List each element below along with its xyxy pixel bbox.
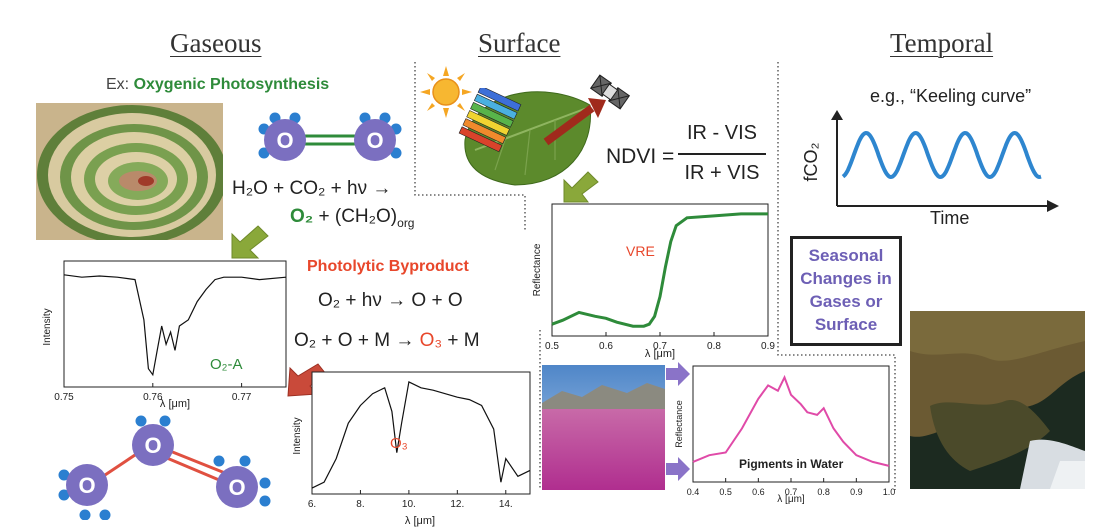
oxygen-atom-left: O [258,112,306,161]
x-tick-label: 0.4 [687,487,700,497]
x-tick-label: 0.75 [54,392,74,403]
ndvi-fraction-bar [678,153,766,155]
x-tick-label: 0.76 [143,392,163,403]
seasonal-changes-box: Seasonal Changes in Gases or Surface [790,236,902,346]
keeling-line [841,130,1042,180]
oxygen-atom-right: O [354,112,402,161]
pigments-line [692,374,890,467]
pigments-annotation: Pigments in Water [739,457,844,471]
x-tick-label: 1.0 [883,487,895,497]
x-tick-label: 0.6 [752,487,765,497]
pink-lake-photo [542,365,665,490]
o3-spectrum-chart: 6. 8. 10. 12. 14. Intensity λ [μm] O₃ [292,371,531,527]
x-tick-label: 14. [499,499,513,510]
o3-ylabel: Intensity [292,417,303,454]
x-tick-label: 8. [356,499,364,510]
o2-product: O₂ [290,206,314,227]
pigments-chart: 0.4 0.5 0.6 0.7 0.8 0.9 1.0 Reflectance λ [μm]… [674,365,895,504]
o2a-annotation: O₂-A [210,356,243,373]
x-tick-label: 0.77 [232,392,252,403]
spirulina-photo [36,103,223,240]
keeling-xlabel: Time [930,208,970,228]
atom-label: O [366,128,383,153]
x-tick-label: 12. [450,499,464,510]
vre-xlabel: λ [μm] [645,348,675,360]
o2a-line [63,274,287,377]
o2a-ylabel: Intensity [42,308,53,345]
eq2-part-a: O₂ + O + M → [294,330,420,351]
example-heading: Ex: Oxygenic Photosynthesis [106,76,329,94]
reflected-arrow-icon [543,98,606,146]
incoming-light-icon [458,88,522,153]
arrow-right-icon [666,457,690,481]
eq2-o3: O₃ [419,330,443,351]
keeling-ylabel: fCO₂ [801,142,821,181]
satellite-earth-image [910,311,1085,489]
keeling-curve-chart: fCO₂ [801,110,1059,212]
x-tick-label: 0.9 [761,341,775,352]
atom-label: O [276,128,293,153]
x-tick-label: 0.8 [707,341,721,352]
satellite-icon [589,74,631,110]
o2-molecule: O O [258,112,402,161]
photolytic-eq1: O₂ + hν → O + O [318,290,463,311]
x-tick-label: 0.5 [719,487,732,497]
o3-molecule: O O O [58,415,271,520]
reaction-line-1: H₂O + CO₂ + hν → [232,178,392,199]
x-tick-label: 0.9 [850,487,863,497]
ndvi-label: NDVI = [606,145,675,168]
x-tick-label: 10. [402,499,416,510]
reaction-rest: + (CH₂O) [313,206,398,227]
atom-label: O [228,475,245,500]
o2a-spectrum-chart: 0.75 0.76 0.77 Intensity λ [μm] O₂-A [42,260,287,410]
o3-annotation: O₃ [390,435,408,452]
x-tick-label: 0.6 [599,341,613,352]
pigments-ylabel: Reflectance [674,400,684,448]
x-tick-label: 0.8 [817,487,830,497]
reaction-sub: org [397,215,415,230]
arrow-down-icon [563,171,599,203]
vre-line [551,212,768,328]
o2a-xlabel: λ [μm] [160,398,190,410]
atom-label: O [78,473,95,498]
photolytic-eq2: O₂ + O + M → O₃ + M [294,330,480,352]
example-label: Oxygenic Photosynthesis [133,76,330,93]
arrow-right-icon [666,362,690,386]
eq2-part-b: + M [442,330,480,351]
x-tick-label: 6. [308,499,316,510]
reaction-line-2: O₂ + (CH₂O)org [290,206,414,230]
vre-chart: 0.5 0.6 0.7 0.8 0.9 Reflectance λ [μm] VRE [532,203,775,360]
vre-ylabel: Reflectance [532,243,543,296]
example-prefix: Ex: [106,76,134,93]
x-tick-label: 0.7 [785,487,798,497]
heading-surface: Surface [478,28,561,58]
heading-gaseous: Gaseous [170,28,262,58]
heading-temporal: Temporal [890,28,994,58]
o3-line [311,381,531,489]
keeling-label: e.g., “Keeling curve” [870,86,1032,106]
pigments-xlabel: λ [μm] [777,494,805,504]
photolytic-title: Photolytic Byproduct [307,258,469,275]
o3-xlabel: λ [μm] [405,515,435,527]
x-tick-label: 0.7 [653,341,667,352]
arrow-down-left-icon [231,225,269,259]
ndvi-numerator: IR - VIS [686,122,757,144]
atom-label: O [144,433,161,458]
x-tick-label: 0.5 [545,341,559,352]
ndvi-denominator: IR + VIS [684,162,760,184]
vre-annotation: VRE [626,243,655,259]
sun-icon [420,66,472,118]
